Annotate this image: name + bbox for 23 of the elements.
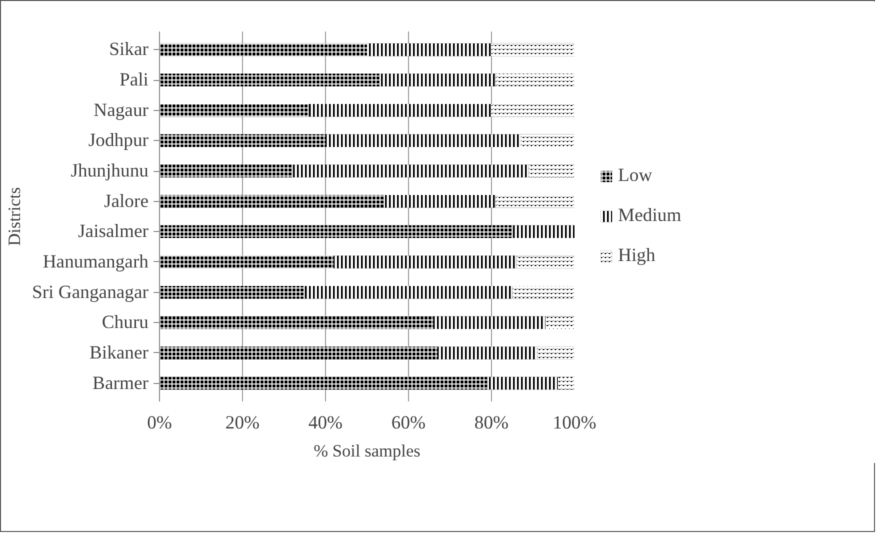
y-tick-label: Sri Ganganagar [32,282,150,303]
legend-label: High [618,245,656,267]
legend-label: Medium [618,205,682,227]
y-tick-label: Jhunjhunu [70,160,150,182]
y-tick-label: Pali [119,70,149,91]
y-axis-title: Districts [4,186,24,246]
y-tick-label: Jalore [104,190,148,212]
x-tick-label: 100% [552,412,596,434]
x-tick-label: 80% [474,412,509,434]
y-tick-label: Sikar [109,39,150,60]
y-tick-label: Bikaner [89,342,150,364]
x-tick-label: 40% [308,412,343,434]
y-tick-label: Hanumangarh [42,251,150,272]
y-tick-label: Jodhpur [88,130,150,152]
y-tick-label: Nagaur [94,100,150,121]
y-tick-label: Jaisalmer [78,221,150,242]
legend-label: Low [618,165,652,187]
x-tick-label: 60% [391,412,426,434]
x-tick-label: 0% [147,412,172,434]
x-tick-label: 20% [225,412,260,434]
y-tick-label: Churu [102,312,150,334]
y-tick-label: Barmer [92,372,150,394]
x-axis-title: % Soil samples [314,442,421,460]
